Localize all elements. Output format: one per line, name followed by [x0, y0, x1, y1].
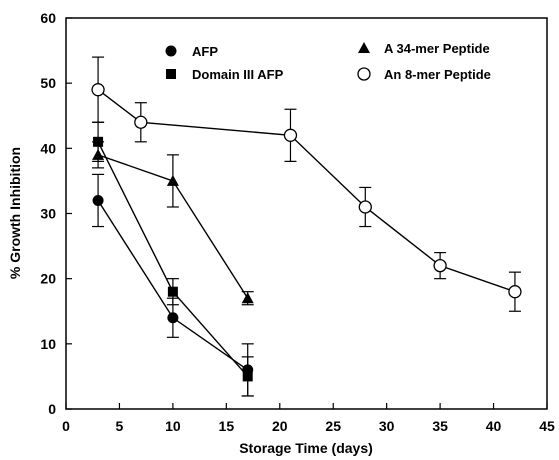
- x-tick-label: 45: [539, 418, 555, 434]
- x-tick-label: 25: [325, 418, 341, 434]
- series-layer: [91, 56, 522, 397]
- legend-label: AFP: [192, 44, 218, 59]
- data-point: [92, 148, 105, 160]
- x-tick-label: 5: [116, 418, 124, 434]
- legend-label: An 8-mer Peptide: [384, 67, 491, 82]
- y-tick-label: 20: [40, 271, 56, 287]
- legend-marker: [358, 42, 370, 53]
- legend-item: An 8-mer Peptide: [357, 67, 491, 82]
- x-tick-label: 15: [219, 418, 235, 434]
- y-tick-label: 10: [40, 336, 56, 352]
- data-point: [358, 200, 372, 214]
- data-point: [242, 371, 253, 382]
- data-point: [241, 292, 254, 304]
- x-tick-label: 0: [62, 418, 70, 434]
- x-tick-label: 35: [432, 418, 448, 434]
- x-tick-label: 30: [379, 418, 395, 434]
- x-tick-label: 20: [272, 418, 288, 434]
- series-line: [97, 89, 516, 293]
- legend-marker: [166, 69, 176, 79]
- data-point: [167, 312, 179, 324]
- legend-item: Domain III AFP: [166, 67, 284, 82]
- data-point: [283, 128, 298, 142]
- x-tick-label: 10: [165, 418, 181, 434]
- y-tick-label: 60: [40, 10, 56, 26]
- data-point: [167, 286, 178, 297]
- y-tick-label: 30: [40, 206, 56, 222]
- legend-label: Domain III AFP: [192, 67, 284, 82]
- axis-ticks: 0 5 10 15 20 25 30 35 40 45 0 10 20 30 40 50 60: [40, 10, 555, 434]
- y-tick-label: 0: [48, 401, 56, 417]
- legend-item: AFP: [165, 44, 218, 59]
- x-tick-label: 40: [486, 418, 502, 434]
- legend-item: A 34-mer Peptide: [358, 41, 490, 56]
- x-axis-label: Storage Time (days): [239, 440, 373, 456]
- y-tick-label: 40: [40, 140, 56, 156]
- legend: AFP Domain III AFP A 34-mer Peptide An 8-me…: [165, 41, 491, 82]
- y-tick-label: 50: [40, 75, 56, 91]
- legend-marker: [357, 67, 371, 81]
- data-point: [91, 83, 105, 97]
- data-point: [92, 194, 104, 206]
- y-axis-label: % Growth Inhibition: [7, 147, 23, 279]
- legend-label: A 34-mer Peptide: [384, 41, 490, 56]
- series-4: [91, 56, 522, 312]
- data-point: [508, 285, 522, 299]
- data-point: [433, 258, 447, 273]
- data-point: [166, 174, 179, 186]
- series-3: [92, 141, 254, 306]
- legend-marker: [165, 45, 177, 57]
- data-point: [134, 115, 148, 129]
